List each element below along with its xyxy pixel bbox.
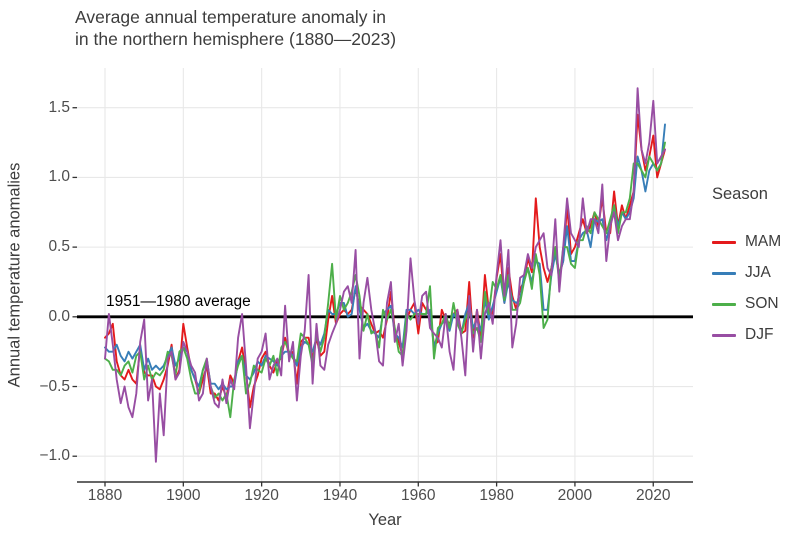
y-tick-label: 1.5 (48, 98, 70, 116)
y-tick-label: −0.5 (39, 377, 70, 395)
series-line-jja (104, 123, 666, 391)
y-tick-label: 0.0 (48, 307, 70, 325)
x-tick-label: 1980 (479, 487, 514, 504)
y-tick-label: 1.0 (48, 168, 70, 186)
x-tick-label: 1920 (244, 487, 279, 504)
y-tick-label: 0.5 (48, 238, 70, 256)
mam-line-swatch (712, 240, 736, 244)
legend-item-jja: JJA (712, 264, 771, 282)
x-axis-title: Year (368, 511, 402, 529)
legend-label-mam: MAM (745, 233, 782, 250)
djf-line-swatch (712, 333, 736, 337)
x-tick-label: 1900 (166, 487, 201, 504)
legend-label-djf: DJF (745, 326, 774, 343)
x-tick-label: 2020 (636, 487, 671, 504)
legend-label-jja: JJA (745, 264, 771, 281)
legend-item-son: SON (712, 295, 779, 313)
gridlines (77, 68, 693, 482)
legend-item-mam: MAM (712, 233, 781, 251)
reference-line-label: 1951—1980 average (106, 293, 251, 310)
chart-title-line1: Average annual temperature anomaly in (75, 7, 386, 27)
x-tick-label: 2000 (557, 487, 593, 504)
son-line-swatch (712, 302, 736, 306)
series-line-djf (104, 87, 666, 463)
chart-title: Average annual temperature anomaly in in… (75, 6, 396, 50)
legend-item-djf: DJF (712, 326, 773, 344)
jja-line-swatch (712, 271, 736, 275)
legend-title: Season (712, 185, 768, 203)
legend-label-son: SON (745, 295, 779, 312)
y-axis-ticks (72, 107, 77, 457)
x-tick-label: 1960 (401, 487, 436, 504)
series-line-son (104, 141, 666, 419)
x-tick-label: 1940 (322, 487, 358, 504)
chart-title-line2: in the northern hemisphere (1880—2023) (75, 29, 397, 49)
x-axis-line (77, 481, 693, 487)
y-tick-label: −1.0 (39, 447, 70, 465)
x-tick-label: 1880 (87, 487, 123, 504)
